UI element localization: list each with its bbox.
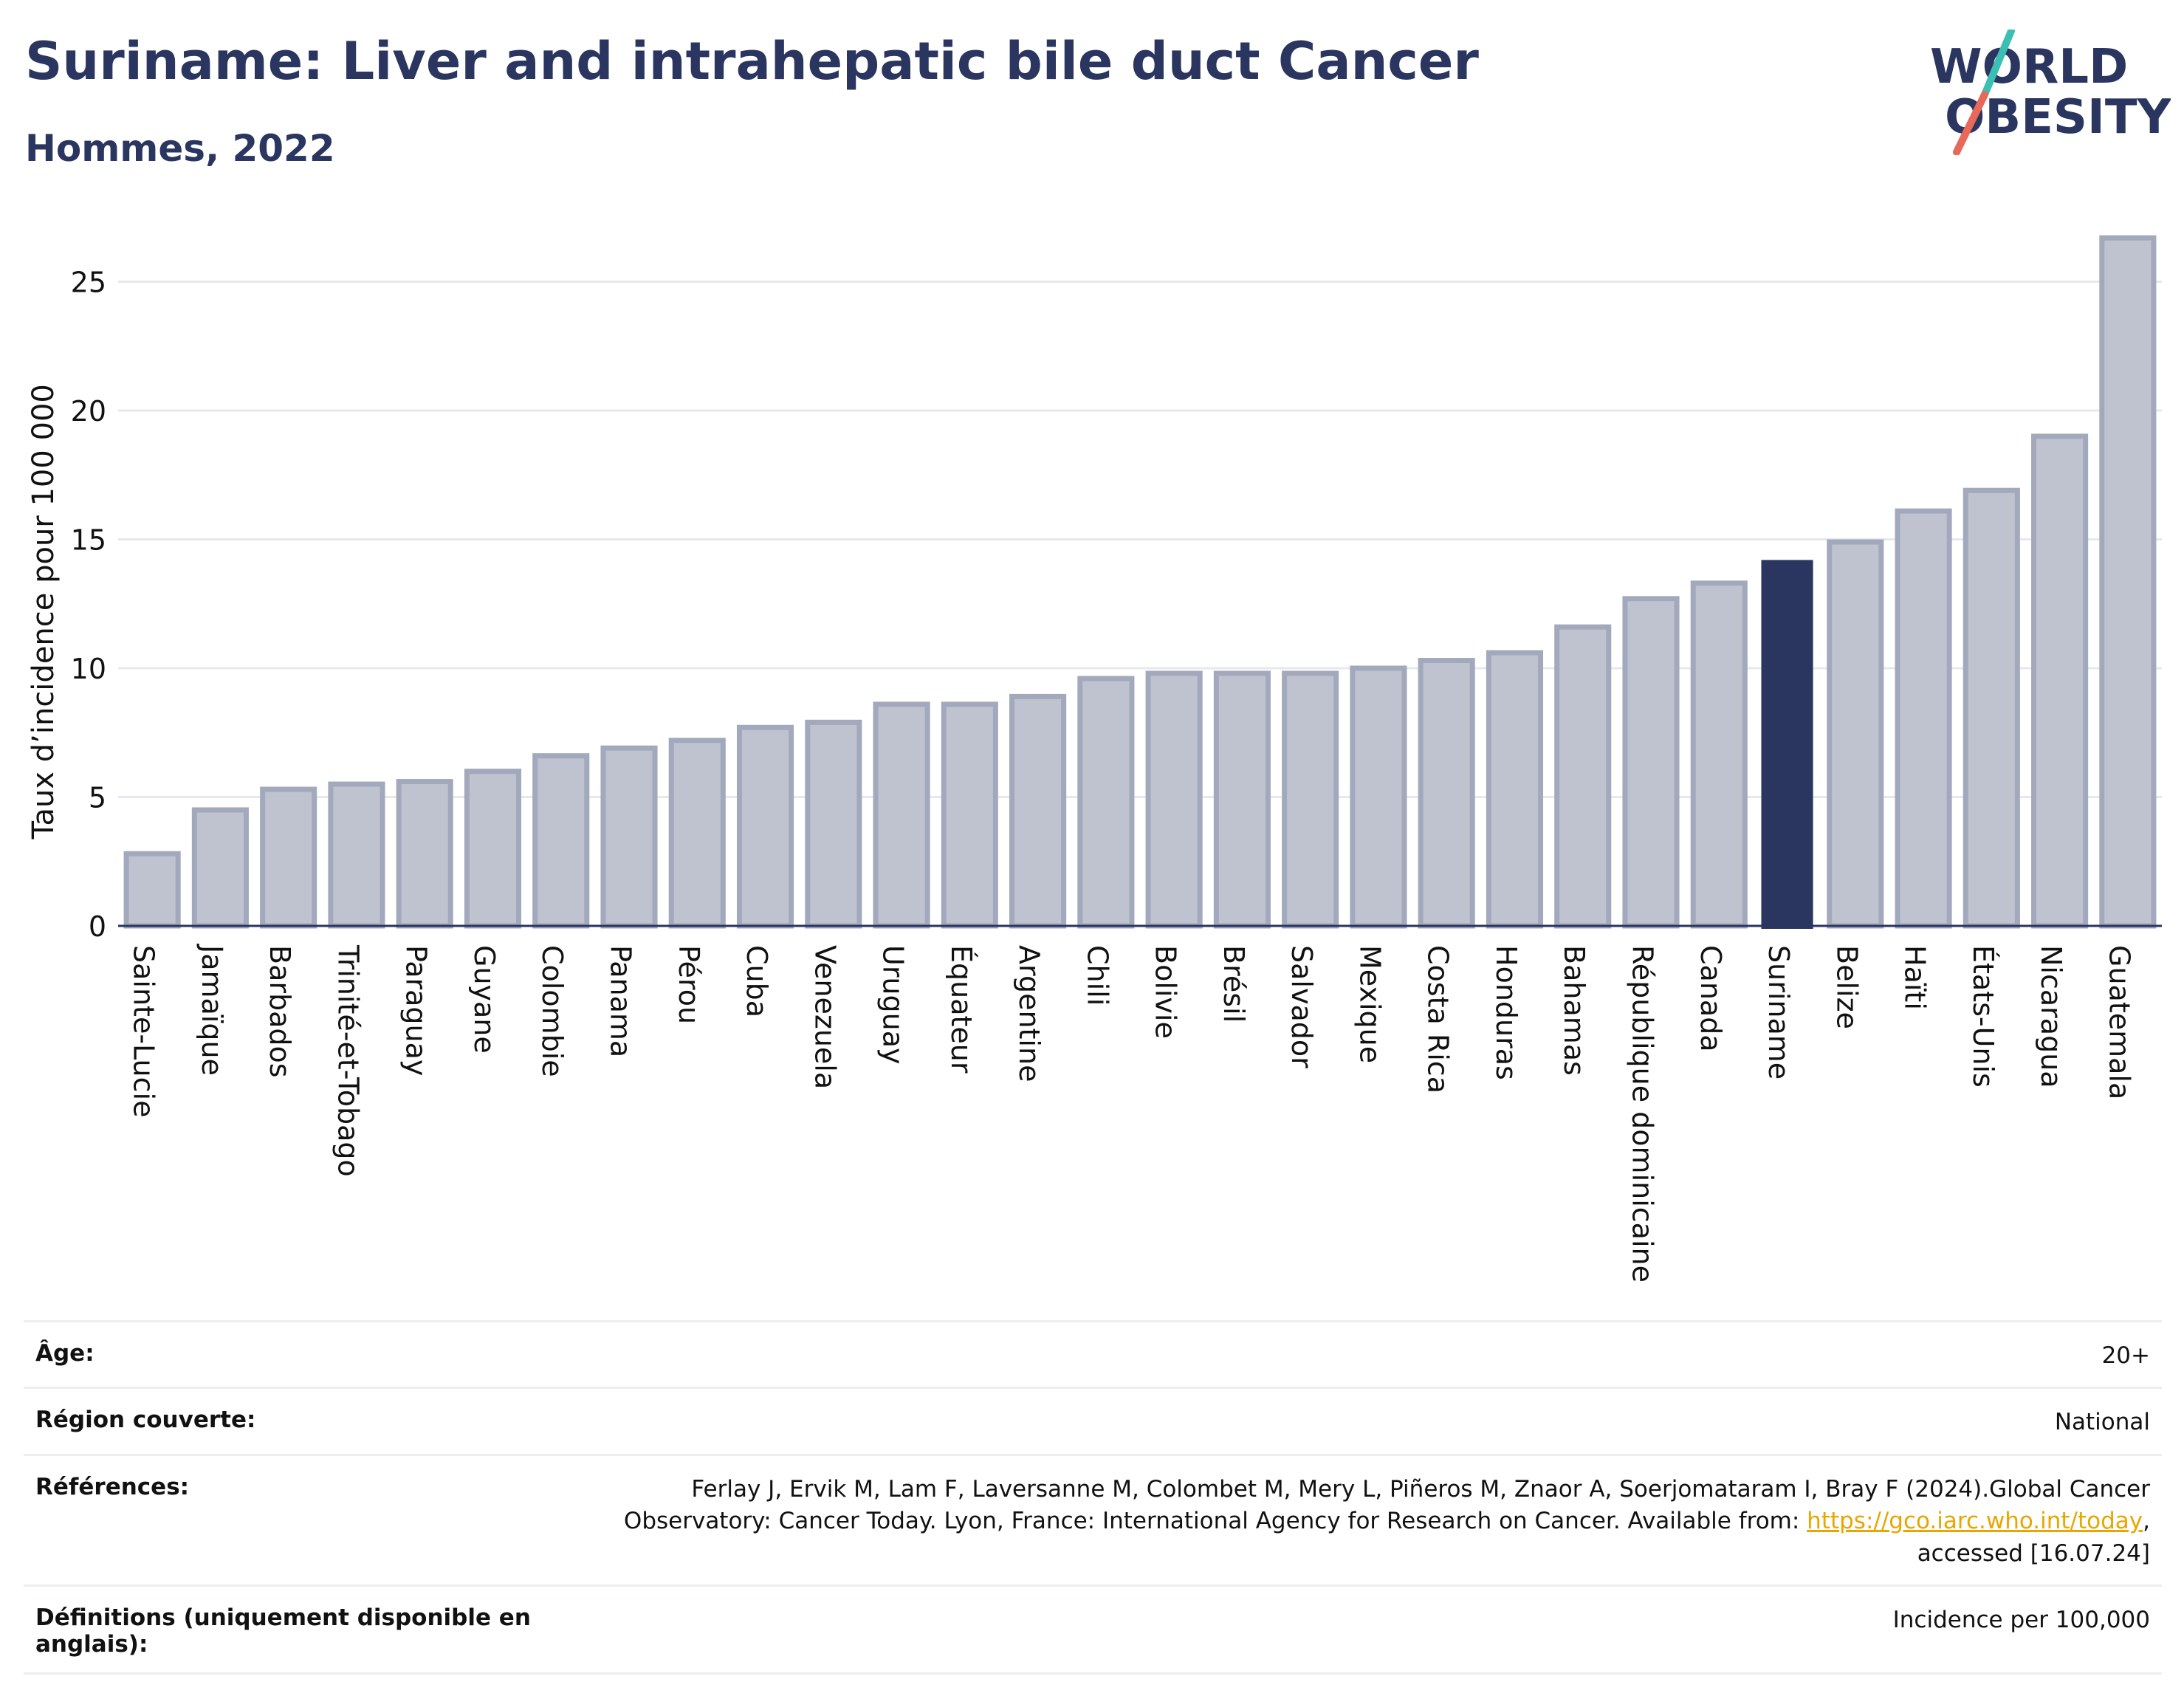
y-axis-label: Taux d’incidence pour 100 000 xyxy=(27,384,61,840)
bar xyxy=(1554,624,1612,929)
y-tick-label: 20 xyxy=(71,395,106,428)
y-tick-label: 0 xyxy=(89,910,106,943)
bar xyxy=(1282,670,1339,929)
x-tick-label: Bahamas xyxy=(1558,945,1590,1076)
x-tick-label: Panama xyxy=(605,945,637,1057)
reference-text: Ferlay J, Ervik M, Lam F, Laversanne M, … xyxy=(623,1475,2150,1535)
logo-slash-coral xyxy=(1953,91,1988,155)
x-tick-label: Sainte-Lucie xyxy=(128,945,160,1117)
bar xyxy=(1145,670,1203,929)
bar-highlight xyxy=(1761,560,1813,929)
bar xyxy=(396,779,453,929)
logo-line1: WORLD xyxy=(1930,40,2128,95)
bar xyxy=(1690,580,1748,929)
x-tick-label: États-Unis xyxy=(1967,945,1999,1088)
x-tick-label: Équateur xyxy=(945,945,978,1074)
x-tick-label: Trinité-et-Tobago xyxy=(332,944,364,1177)
x-tick-label: Cuba xyxy=(741,945,773,1017)
bar-chart: 0 5 10 15 20 25 Sainte-Lucie Jamaïque Barbados Tr… xyxy=(27,235,2162,1283)
x-tick-label: Suriname xyxy=(1762,945,1795,1079)
x-tick-label: Jamaïque xyxy=(196,944,228,1076)
logo-line2: OBESITY xyxy=(1945,90,2171,145)
bar xyxy=(2099,235,2157,929)
bar xyxy=(328,781,385,929)
meta-key-definitions: Définitions (uniquement disponible en an… xyxy=(35,1604,531,1658)
tick-labels: 0 5 10 15 20 25 Sainte-Lucie Jamaïque Barbados Tr… xyxy=(71,267,2136,1283)
bar xyxy=(123,851,181,929)
bar xyxy=(736,724,794,929)
x-tick-label: Brésil xyxy=(1218,945,1250,1023)
bar xyxy=(1009,693,1067,929)
x-tick-label: Belize xyxy=(1830,945,1863,1029)
x-tick-label: Guatemala xyxy=(2103,945,2135,1099)
y-tick-label: 25 xyxy=(71,267,106,299)
bar xyxy=(1895,508,1952,929)
y-tick-label: 5 xyxy=(89,782,106,814)
grid-lines xyxy=(118,281,2162,798)
x-tick-label: Haïti xyxy=(1899,945,1931,1010)
bar xyxy=(191,807,249,929)
bars xyxy=(123,235,2157,929)
chart-title: Suriname: Liver and intrahepatic bile du… xyxy=(25,31,1479,92)
bar xyxy=(600,745,658,929)
meta-key-region: Région couverte: xyxy=(35,1407,256,1434)
y-tick-label: 10 xyxy=(71,653,106,685)
bar xyxy=(1350,665,1407,929)
x-tick-label: Barbados xyxy=(264,945,296,1078)
x-tick-label: Costa Rica xyxy=(1422,945,1455,1094)
meta-row-references: Références: Ferlay J, Ervik M, Lam F, La… xyxy=(24,1453,2162,1585)
bar xyxy=(873,701,930,929)
bar xyxy=(805,719,862,929)
x-tick-label: République dominicaine xyxy=(1627,945,1659,1283)
x-tick-label: Venezuela xyxy=(808,945,841,1089)
meta-row-region: Région couverte: National xyxy=(24,1387,2162,1453)
meta-value-age: 20+ xyxy=(2101,1342,2150,1369)
meta-key-references: Références: xyxy=(35,1473,190,1500)
x-tick-label: Chili xyxy=(1081,945,1113,1006)
world-obesity-logo: WORLD OBESITY xyxy=(1930,30,2171,155)
x-tick-label: Mexique xyxy=(1353,945,1386,1063)
meta-value-definitions: Incidence per 100,000 xyxy=(1892,1606,2150,1633)
y-tick-label: 15 xyxy=(71,524,106,557)
meta-value-references: Ferlay J, Ervik M, Lam F, Laversanne M, … xyxy=(538,1474,2150,1570)
bar xyxy=(1827,539,1884,929)
bar xyxy=(1418,658,1475,929)
bar xyxy=(1622,596,1680,929)
chart-subtitle: Hommes, 2022 xyxy=(25,127,335,170)
bar xyxy=(668,738,726,929)
metadata-table: Âge: 20+ Région couverte: National Référ… xyxy=(24,1320,2162,1675)
bar xyxy=(532,753,590,929)
x-tick-label: Bolivie xyxy=(1150,945,1182,1039)
meta-row-definitions: Définitions (uniquement disponible en an… xyxy=(24,1584,2162,1675)
bar xyxy=(1962,487,2020,929)
bar xyxy=(2031,433,2089,929)
bar xyxy=(1077,676,1135,929)
x-tick-label: Salvador xyxy=(1285,945,1318,1068)
meta-key-age: Âge: xyxy=(35,1340,95,1367)
x-tick-label: Argentine xyxy=(1013,945,1045,1082)
reference-link[interactable]: https://gco.iarc.who.int/today xyxy=(1807,1508,2143,1535)
bar xyxy=(1213,670,1271,929)
x-tick-label: Colombie xyxy=(536,945,569,1077)
x-tick-label: Uruguay xyxy=(877,945,910,1065)
x-tick-label: Pérou xyxy=(673,945,705,1024)
x-tick-label: Nicaragua xyxy=(2035,945,2067,1088)
x-tick-label: Canada xyxy=(1694,945,1727,1052)
reference-accessed: , accessed [16.07.24] xyxy=(1917,1508,2150,1567)
bar xyxy=(260,786,317,929)
logo-slash-teal xyxy=(1981,30,2015,98)
x-tick-label: Guyane xyxy=(468,945,501,1054)
meta-value-region: National xyxy=(2054,1409,2150,1436)
meta-row-age: Âge: 20+ xyxy=(24,1320,2162,1387)
x-tick-label: Paraguay xyxy=(400,945,433,1076)
bar xyxy=(1486,650,1544,929)
bar xyxy=(941,701,998,929)
x-tick-label: Honduras xyxy=(1490,945,1522,1080)
bar xyxy=(464,769,522,929)
